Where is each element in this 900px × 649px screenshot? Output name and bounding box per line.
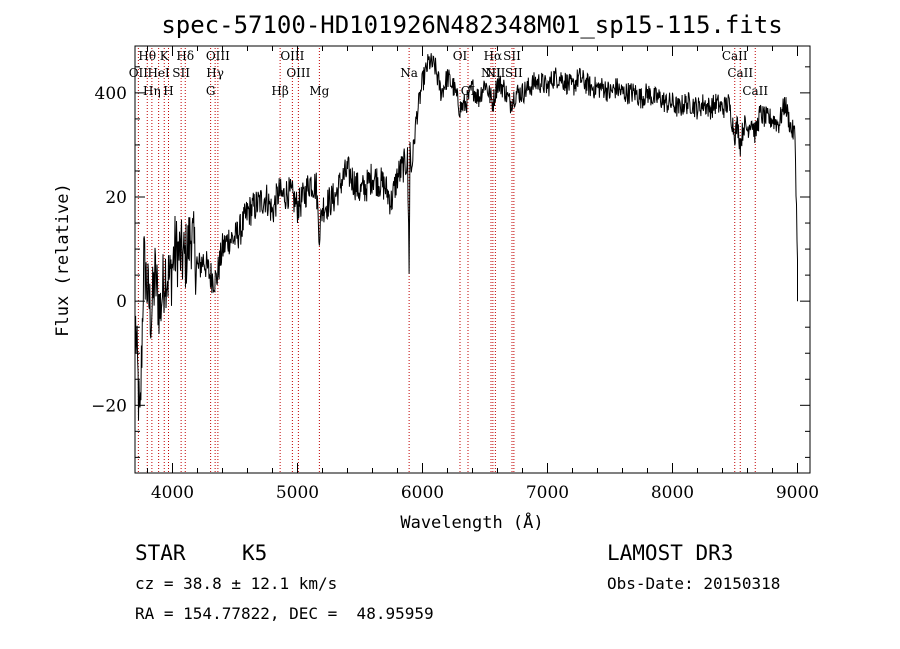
spectral-line-label: OIII	[206, 49, 230, 63]
spectral-line-label: K	[160, 49, 170, 63]
chart-title: spec-57100-HD101926N482348M01_sp15-115.f…	[161, 11, 782, 39]
y-tick-label: −20	[91, 396, 127, 416]
y-tick-label: 20	[105, 188, 127, 208]
survey-name: LAMOST DR3	[607, 541, 734, 565]
spectral-subclass: K5	[242, 541, 268, 565]
spectral-line-label: NII	[485, 66, 505, 80]
spectral-line-label: SII	[503, 49, 521, 63]
spectral-line-label: OIII	[286, 66, 310, 80]
spectral-line-label: Hδ	[176, 49, 194, 63]
x-tick-label: 4000	[151, 483, 194, 503]
spectral-line-label: H	[163, 84, 173, 98]
spectral-line-label: NII	[481, 66, 501, 80]
spectral-line-label: OI	[453, 49, 468, 63]
x-tick-label: 9000	[776, 483, 819, 503]
spectral-line-label: Hα	[484, 49, 503, 63]
spectral-line-label: CaII	[722, 49, 748, 63]
spectral-line-label: Mg	[309, 84, 329, 98]
x-axis-label: Wavelength (Å)	[400, 511, 543, 533]
spectral-line-label: SII	[172, 66, 190, 80]
x-tick-label: 5000	[276, 483, 319, 503]
redshift-value: cz = 38.8 ± 12.1 km/s	[135, 574, 338, 593]
y-axis-label: Flux (relative)	[53, 183, 73, 337]
object-class: STAR	[135, 541, 186, 565]
spectral-line-label: Hη	[143, 84, 161, 98]
spectral-line-label: OII	[129, 66, 149, 80]
spectral-line-label: SII	[505, 66, 523, 80]
y-tick-label: 0	[116, 292, 127, 312]
spectral-line-label: Hγ	[206, 66, 224, 80]
spectral-line-label: Na	[400, 66, 418, 80]
x-tick-label: 7000	[526, 483, 569, 503]
coordinates: RA = 154.77822, DEC = 48.95959	[135, 604, 434, 623]
spectral-line-label: OI	[461, 84, 476, 98]
flux-series-line	[135, 53, 798, 421]
spectral-line-label: G	[206, 84, 216, 98]
spectral-line-label: Hβ	[271, 84, 288, 98]
x-tick-label: 8000	[651, 483, 694, 503]
observation-date: Obs-Date: 20150318	[607, 574, 781, 593]
spectral-line-label: Hθ	[138, 49, 156, 63]
y-tick-label: 400	[95, 84, 127, 104]
spectral-line-label: HeI	[147, 66, 170, 80]
spectral-line-label: OIII	[280, 49, 304, 63]
spectral-line-label: CaII	[727, 66, 753, 80]
spectral-line-label: CaII	[742, 84, 768, 98]
x-tick-label: 6000	[401, 483, 444, 503]
